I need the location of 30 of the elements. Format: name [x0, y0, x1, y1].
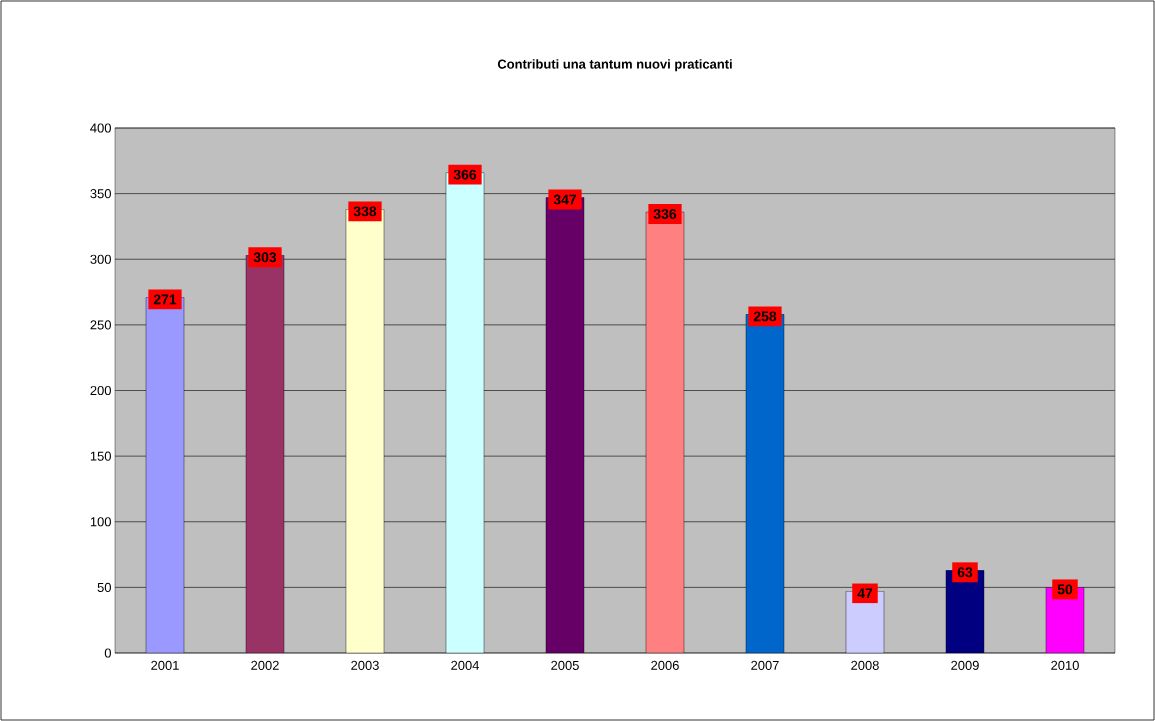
data-label: 336	[653, 209, 677, 219]
data-label: 338	[353, 206, 377, 217]
data-label: 271	[153, 294, 177, 305]
x-tick-label: 2007	[751, 660, 779, 670]
x-tick-label: 2001	[151, 660, 179, 670]
x-tick-label: 2005	[551, 660, 579, 670]
y-tick-label: 300	[90, 254, 111, 264]
y-tick-label: 350	[90, 189, 111, 199]
x-tick-label: 2009	[951, 660, 979, 670]
y-tick-label: 150	[90, 451, 111, 461]
data-label: 303	[253, 252, 277, 263]
x-tick-label: 2010	[1051, 660, 1079, 670]
x-tick-label: 2002	[251, 660, 279, 670]
y-tick-label: 0	[104, 648, 111, 658]
y-tick-label: 100	[90, 517, 111, 527]
data-label: 366	[453, 169, 477, 180]
x-tick-label: 2008	[851, 660, 879, 670]
y-tick-label: 400	[90, 123, 111, 133]
data-label: 50	[1057, 584, 1073, 595]
y-tick-label: 250	[90, 320, 111, 330]
data-label: 47	[857, 588, 873, 599]
data-label: 258	[753, 311, 777, 322]
x-tick-label: 2003	[351, 660, 379, 670]
y-tick-label: 50	[97, 582, 111, 592]
y-tick-label: 200	[90, 385, 111, 396]
data-label: 347	[553, 194, 577, 205]
x-tick-label: 2006	[651, 660, 679, 670]
chart-title: Contributi una tantum nuovi praticanti	[497, 59, 732, 72]
x-tick-label: 2004	[451, 660, 480, 670]
data-label: 63	[957, 567, 973, 578]
